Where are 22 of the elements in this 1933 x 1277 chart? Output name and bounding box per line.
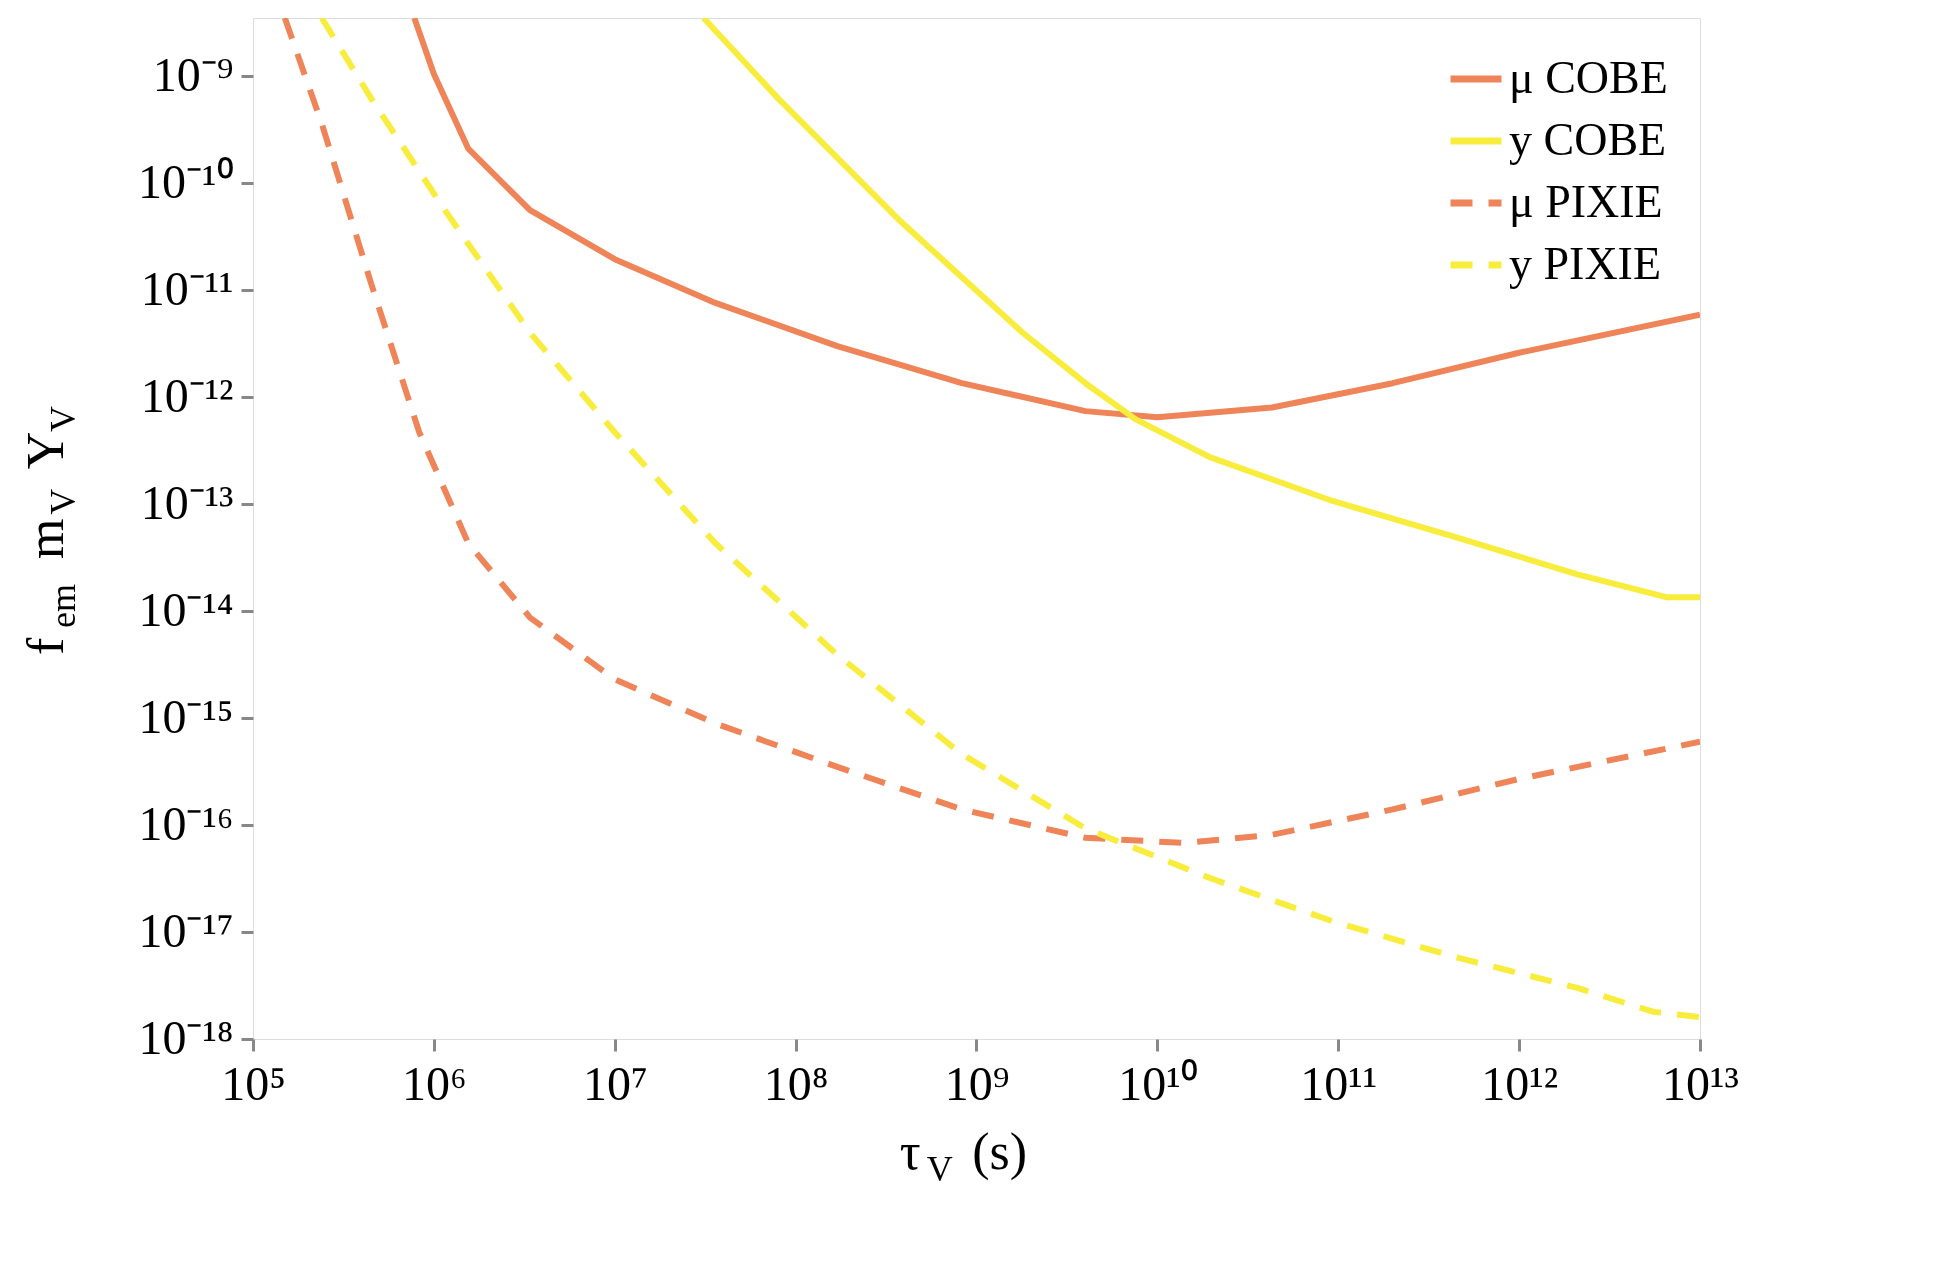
x-tick-label: 10¹³: [1662, 1056, 1739, 1110]
y-tick-label: 10⁻¹⁴: [138, 582, 234, 636]
legend-label: μ COBE: [1509, 52, 1668, 103]
y-tick-label: 10⁻¹²: [140, 368, 234, 422]
y-tick-label: 10⁻⁹: [152, 47, 234, 101]
x-tick-label: 10¹⁰: [1118, 1056, 1198, 1110]
y-tick-label: 10⁻¹³: [140, 475, 234, 529]
legend-label: μ PIXIE: [1509, 176, 1663, 227]
x-tick-label: 10⁹: [944, 1056, 1010, 1110]
y-tick-label: 10⁻¹⁵: [138, 689, 234, 743]
x-tick-label: 10¹²: [1481, 1056, 1559, 1110]
x-tick-label: 10⁷: [582, 1056, 648, 1110]
legend-label: y PIXIE: [1509, 238, 1662, 289]
legend-label: y COBE: [1509, 114, 1667, 165]
y-axis-title: fem mV YV: [17, 405, 83, 656]
x-tick-label: 10⁸: [763, 1056, 829, 1110]
x-tick-label: 10⁶: [402, 1056, 467, 1110]
y-tick-label: 10⁻¹⁷: [138, 903, 234, 957]
x-tick-label: 10¹¹: [1300, 1056, 1378, 1110]
y-tick-label: 10⁻¹¹: [140, 261, 234, 315]
y-tick-label: 10⁻¹⁰: [138, 154, 234, 208]
y-tick-label: 10⁻¹⁶: [138, 796, 234, 850]
